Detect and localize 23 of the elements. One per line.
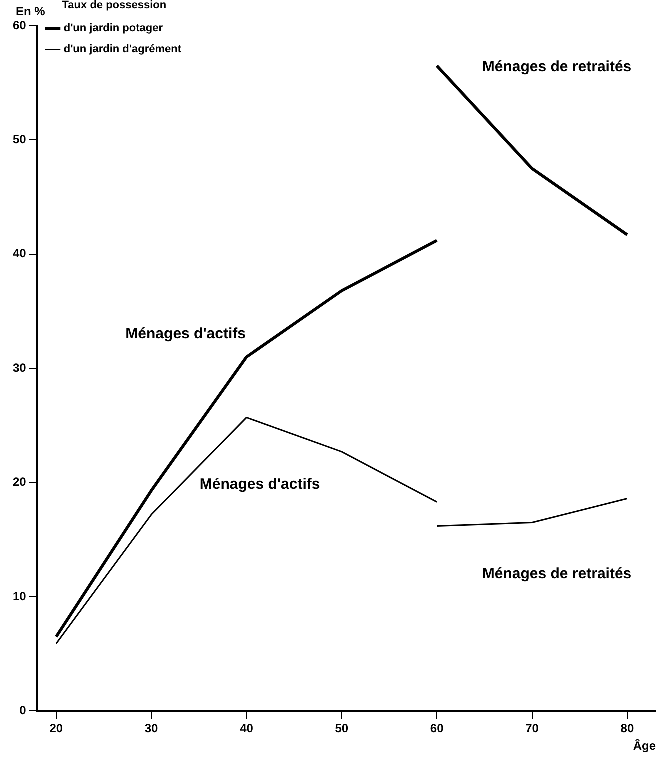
x-tick-label: 80 xyxy=(620,722,634,736)
y-axis-title: En % xyxy=(16,4,46,18)
legend-title: Taux de possession xyxy=(62,0,167,12)
y-tick-label: 20 xyxy=(12,475,27,490)
x-tick-label: 70 xyxy=(526,722,540,736)
annotation: Ménages d'actifs xyxy=(200,476,320,494)
y-tick-label: 0 xyxy=(20,704,27,718)
x-tick-label: 40 xyxy=(240,722,254,736)
y-tick-label: 60 xyxy=(12,18,27,32)
y-tick-label: 10 xyxy=(12,589,27,604)
legend-label: d'un jardin potager xyxy=(64,22,164,35)
x-tick-label: 30 xyxy=(144,722,159,736)
x-tick-label: 50 xyxy=(335,722,349,736)
annotation: Ménages de retraités xyxy=(482,58,632,76)
x-tick-label: 20 xyxy=(50,722,64,736)
legend-label: d'un jardin d'agrément xyxy=(64,44,182,56)
x-tick-label: 60 xyxy=(430,722,444,736)
y-tick-label: 40 xyxy=(12,246,27,261)
annotation: Ménages d'actifs xyxy=(126,325,246,342)
y-tick-label: 50 xyxy=(12,132,27,147)
y-tick-label: 30 xyxy=(12,360,27,375)
annotation: Ménages de retraités xyxy=(482,565,632,582)
x-axis-title: Âge xyxy=(633,739,656,754)
